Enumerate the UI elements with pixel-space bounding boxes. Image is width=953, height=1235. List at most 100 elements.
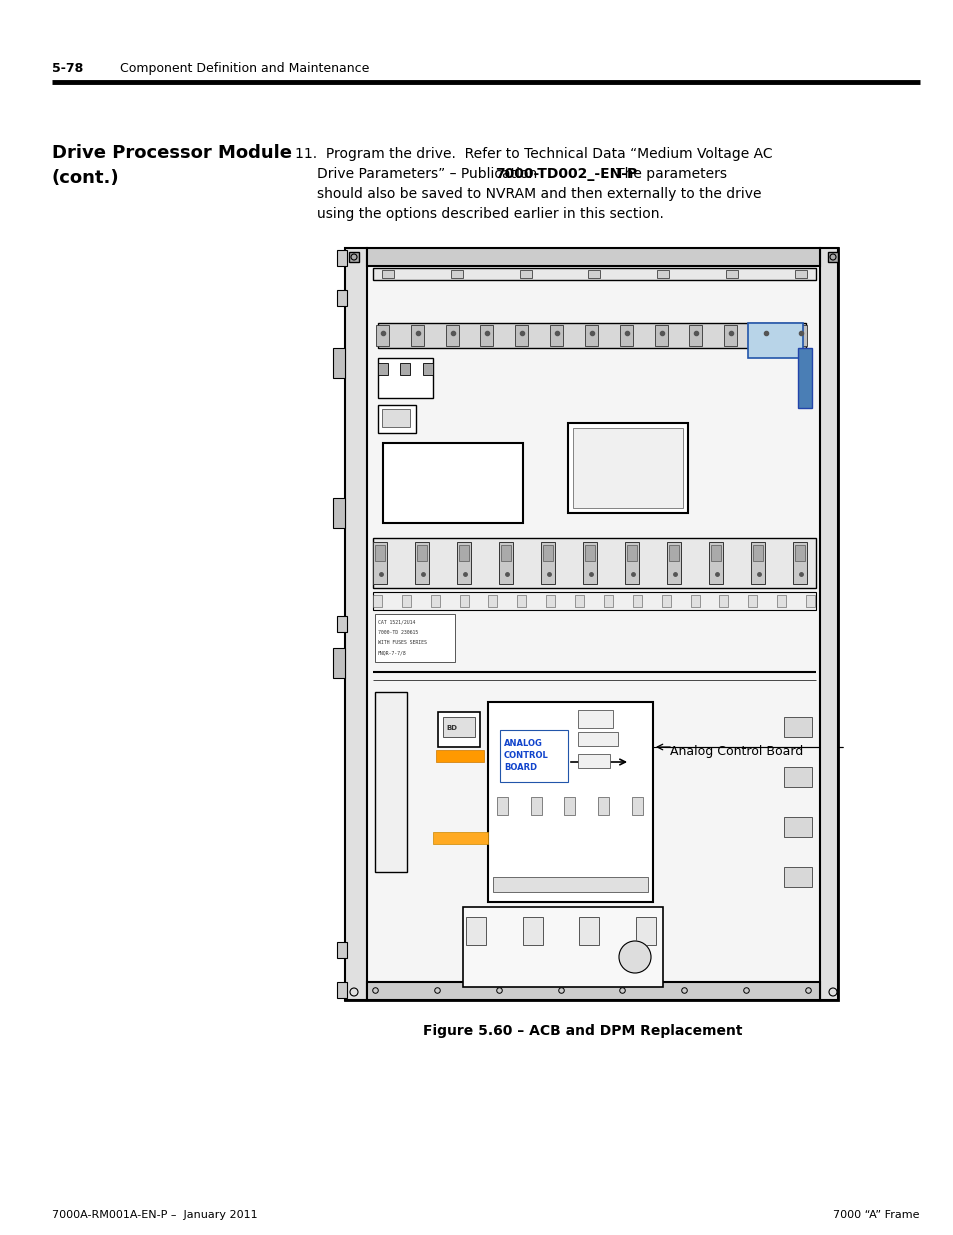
- Text: Drive Processor Module: Drive Processor Module: [52, 144, 292, 162]
- Bar: [522, 918, 542, 945]
- Bar: [465, 918, 485, 945]
- Bar: [546, 595, 555, 606]
- Bar: [636, 918, 656, 945]
- Bar: [578, 918, 598, 945]
- Bar: [336, 616, 347, 632]
- Bar: [336, 982, 347, 998]
- Bar: [519, 270, 531, 278]
- Bar: [567, 424, 687, 513]
- Bar: [480, 325, 493, 346]
- Text: 7000-TD002_-EN-P: 7000-TD002_-EN-P: [495, 167, 637, 182]
- Bar: [431, 595, 439, 606]
- Bar: [367, 248, 820, 266]
- Bar: [584, 325, 598, 346]
- Bar: [657, 270, 669, 278]
- Text: 7000-TD 230615: 7000-TD 230615: [377, 630, 417, 635]
- Bar: [575, 595, 583, 606]
- Bar: [632, 595, 641, 606]
- Bar: [498, 542, 513, 584]
- Bar: [719, 595, 728, 606]
- Bar: [578, 755, 609, 768]
- Bar: [578, 732, 618, 746]
- Bar: [497, 797, 507, 815]
- Bar: [624, 542, 639, 584]
- Bar: [517, 595, 526, 606]
- Bar: [794, 270, 806, 278]
- Bar: [588, 270, 599, 278]
- Bar: [377, 405, 416, 433]
- Bar: [578, 710, 613, 727]
- Bar: [415, 542, 429, 584]
- Bar: [493, 877, 647, 892]
- Bar: [792, 542, 806, 584]
- Bar: [488, 701, 652, 902]
- Bar: [416, 545, 427, 561]
- Text: 5-78: 5-78: [52, 62, 83, 75]
- Bar: [805, 595, 814, 606]
- Bar: [550, 325, 562, 346]
- Text: 7000 “A” Frame: 7000 “A” Frame: [833, 1210, 919, 1220]
- Bar: [499, 730, 567, 782]
- Text: Analog Control Board: Analog Control Board: [669, 745, 802, 757]
- Text: Drive Parameters” – Publication: Drive Parameters” – Publication: [316, 167, 541, 182]
- Text: FNQR-7-7/8: FNQR-7-7/8: [377, 650, 406, 655]
- Bar: [333, 348, 345, 378]
- Bar: [377, 363, 388, 375]
- Bar: [375, 325, 389, 346]
- Bar: [750, 542, 764, 584]
- Text: CONTROL: CONTROL: [503, 751, 548, 760]
- Bar: [373, 268, 815, 280]
- Bar: [794, 545, 804, 561]
- Bar: [382, 443, 522, 522]
- Bar: [689, 325, 701, 346]
- Bar: [373, 538, 815, 588]
- Bar: [723, 325, 737, 346]
- Bar: [381, 409, 410, 427]
- Bar: [411, 325, 423, 346]
- Bar: [459, 595, 468, 606]
- Bar: [333, 648, 345, 678]
- Bar: [375, 545, 385, 561]
- Bar: [668, 545, 679, 561]
- Bar: [436, 750, 483, 762]
- Bar: [422, 363, 433, 375]
- Text: using the options described earlier in this section.: using the options described earlier in t…: [316, 207, 663, 221]
- Bar: [377, 324, 805, 348]
- Bar: [827, 252, 837, 262]
- Bar: [462, 906, 662, 987]
- Text: ANALOG: ANALOG: [503, 739, 542, 748]
- Bar: [336, 290, 347, 306]
- Bar: [619, 325, 632, 346]
- Bar: [710, 545, 720, 561]
- Bar: [564, 797, 575, 815]
- Bar: [626, 545, 637, 561]
- Bar: [442, 718, 475, 737]
- Bar: [777, 595, 785, 606]
- Bar: [759, 325, 771, 346]
- Bar: [603, 595, 612, 606]
- Bar: [515, 325, 528, 346]
- Text: 11.  Program the drive.  Refer to Technical Data “Medium Voltage AC: 11. Program the drive. Refer to Technica…: [294, 147, 772, 161]
- Bar: [433, 832, 488, 844]
- Bar: [752, 545, 762, 561]
- Bar: [445, 325, 458, 346]
- Bar: [542, 545, 553, 561]
- Bar: [747, 595, 757, 606]
- Bar: [488, 595, 497, 606]
- Bar: [456, 542, 471, 584]
- Bar: [598, 797, 609, 815]
- Bar: [783, 818, 811, 837]
- Bar: [314, 238, 851, 1010]
- Text: BOARD: BOARD: [503, 763, 537, 772]
- Bar: [666, 542, 680, 584]
- Text: Component Definition and Maintenance: Component Definition and Maintenance: [120, 62, 369, 75]
- Text: WITH FUSES SERIES: WITH FUSES SERIES: [377, 640, 426, 645]
- Bar: [437, 713, 479, 747]
- Bar: [336, 942, 347, 958]
- Text: .  The parameters: . The parameters: [602, 167, 726, 182]
- Bar: [690, 595, 699, 606]
- Bar: [540, 542, 555, 584]
- Bar: [349, 252, 358, 262]
- Text: BD: BD: [446, 725, 456, 731]
- Bar: [661, 595, 670, 606]
